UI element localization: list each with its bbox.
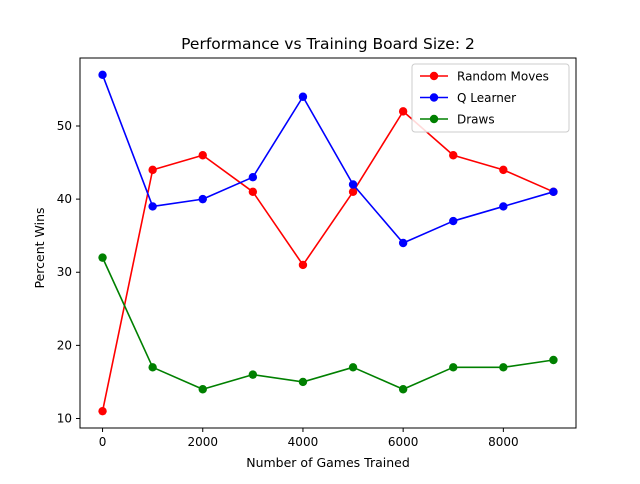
data-point-q-learner [248, 172, 258, 182]
x-tick-label: 0 [99, 435, 107, 449]
series-line-random-moves [101, 110, 554, 412]
series-draws [98, 253, 558, 394]
y-tick-label: 30 [57, 265, 72, 279]
legend-item-draws: Draws [420, 113, 495, 127]
x-axis-label: Number of Games Trained [246, 455, 410, 470]
legend-label-draws: Draws [457, 113, 495, 127]
legend: Random Moves Q Learner Draws [411, 63, 570, 133]
legend-marker-random-moves [429, 71, 439, 81]
y-tick-label: 40 [57, 192, 72, 206]
y-tick-label: 50 [57, 119, 72, 133]
x-tick-label: 2000 [187, 435, 218, 449]
data-point-draws [549, 355, 558, 365]
legend-marker-draws [429, 114, 439, 124]
data-point-draws [298, 377, 308, 387]
legend-marker-q-learner [429, 93, 439, 102]
axes-layer: 0 2000 4000 6000 8000 10 20 30 40 50 [57, 57, 577, 449]
data-point-random-moves [398, 107, 408, 116]
chart-title: Performance vs Training Board Size: 2 [181, 35, 475, 53]
series-random-moves [98, 107, 558, 416]
data-point-q-learner [198, 194, 207, 204]
data-point-q-learner [298, 92, 308, 101]
data-point-q-learner [398, 238, 408, 248]
y-tick-label: 20 [57, 338, 72, 352]
x-tick-label: 4000 [288, 435, 319, 449]
legend-label-q-learner: Q Learner [457, 91, 516, 105]
data-point-q-learner [348, 180, 358, 189]
series-line-draws [101, 257, 554, 391]
legend-item-q-learner: Q Learner [420, 91, 516, 105]
data-point-random-moves [298, 260, 308, 270]
data-point-random-moves [348, 187, 358, 197]
data-point-draws [198, 385, 207, 394]
data-point-draws [148, 363, 157, 372]
plot-frame [79, 57, 577, 429]
data-point-draws [499, 363, 508, 372]
series-q-learner [98, 70, 558, 248]
data-point-random-moves [449, 151, 458, 160]
data-point-draws [398, 385, 408, 394]
legend-item-random-moves: Random Moves [420, 70, 549, 84]
data-point-draws [248, 370, 258, 379]
series-layer [98, 70, 558, 416]
data-point-q-learner [98, 70, 107, 80]
data-point-draws [98, 253, 107, 262]
data-point-q-learner [499, 202, 508, 211]
y-axis-label: Percent Wins [32, 208, 47, 289]
data-point-draws [348, 363, 358, 372]
data-point-random-moves [499, 165, 508, 175]
data-point-draws [449, 363, 458, 372]
data-point-random-moves [148, 165, 157, 175]
legend-box [411, 63, 570, 133]
data-point-q-learner [148, 202, 157, 211]
series-line-q-learner [101, 74, 554, 244]
data-point-random-moves [98, 406, 107, 416]
data-point-q-learner [449, 216, 458, 226]
x-tick-label: 8000 [488, 435, 519, 449]
y-tick-label: 10 [57, 411, 72, 425]
data-point-q-learner [549, 187, 558, 197]
data-point-random-moves [198, 151, 207, 160]
data-point-random-moves [248, 187, 258, 197]
x-tick-label: 6000 [388, 435, 419, 449]
legend-label-random-moves: Random Moves [457, 70, 549, 84]
